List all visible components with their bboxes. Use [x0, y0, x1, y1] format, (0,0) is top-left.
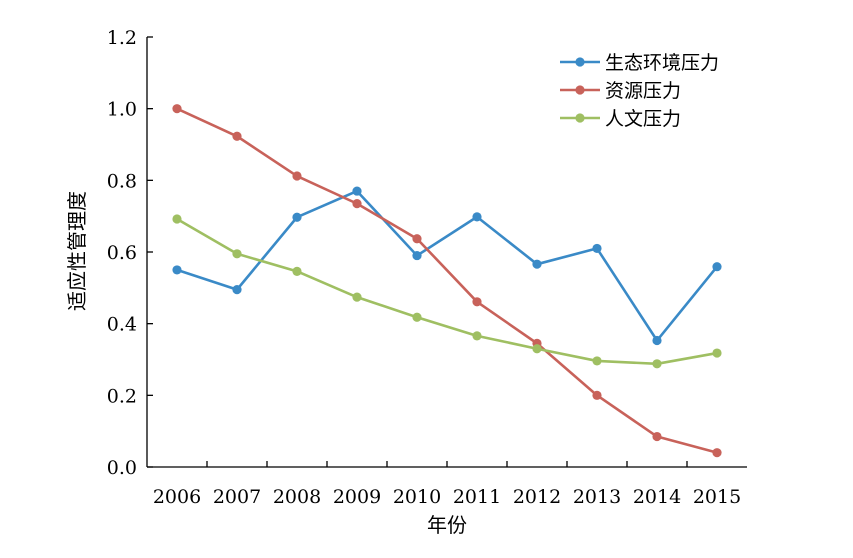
- legend-item-2: 资源压力: [560, 80, 681, 102]
- data-point: [472, 212, 482, 222]
- data-point: [592, 390, 602, 400]
- y-axis-title: 适应性管理度: [65, 191, 89, 311]
- data-point: [712, 448, 722, 458]
- data-point: [172, 214, 182, 224]
- series-2: [172, 104, 722, 458]
- data-point: [292, 212, 302, 222]
- series-3: [172, 214, 722, 369]
- data-point: [172, 265, 182, 275]
- data-point: [352, 199, 362, 209]
- data-point: [232, 131, 242, 141]
- series-layer: [172, 104, 722, 458]
- y-tick-label: 1.0: [107, 99, 137, 121]
- data-point: [412, 250, 422, 261]
- data-point: [412, 234, 422, 244]
- x-tick-label: 2014: [633, 486, 681, 508]
- data-point: [652, 359, 662, 369]
- legend-item-3: 人文压力: [560, 108, 681, 130]
- data-point: [592, 243, 602, 254]
- data-point: [172, 104, 182, 114]
- data-point: [352, 186, 362, 196]
- y-tick-label: 0.8: [107, 170, 137, 192]
- axes: 0.0 0.2 0.4 0.6 0.8 1.0 1.2 2006 2007 2008 2009 201…: [107, 27, 747, 508]
- y-tick-label: 0.0: [107, 457, 137, 479]
- legend-swatch-marker: [575, 113, 585, 123]
- data-point: [352, 292, 362, 302]
- data-point: [652, 335, 662, 346]
- x-tick-label: 2009: [333, 486, 381, 508]
- data-point: [712, 262, 722, 272]
- data-point: [532, 259, 542, 269]
- legend-item-1: 生态环境压力: [560, 52, 719, 74]
- data-point: [652, 431, 662, 442]
- data-point: [472, 331, 482, 341]
- data-point: [232, 249, 242, 259]
- data-point: [292, 266, 302, 276]
- data-point: [232, 285, 242, 295]
- x-tick-label: 2007: [213, 486, 261, 508]
- legend-swatch-marker: [575, 57, 585, 67]
- series-line: [176, 107, 718, 454]
- x-tick-label: 2006: [153, 486, 201, 508]
- series-line: [176, 189, 719, 342]
- x-axis-title: 年份: [427, 513, 467, 537]
- data-point: [472, 297, 482, 307]
- series-line: [176, 217, 718, 366]
- x-tick-label: 2010: [393, 486, 441, 508]
- x-tick-label: 2015: [693, 486, 741, 508]
- x-tick-label: 2011: [453, 486, 501, 508]
- legend-label: 人文压力: [605, 108, 681, 130]
- x-tick-label: 2013: [573, 486, 621, 508]
- data-point: [592, 356, 602, 366]
- data-point: [292, 171, 302, 181]
- series-1: [172, 186, 722, 346]
- x-tick-label: 2012: [513, 486, 561, 508]
- y-tick-label: 0.6: [107, 242, 137, 264]
- data-point: [532, 344, 542, 354]
- legend-label: 资源压力: [605, 80, 681, 102]
- data-point: [712, 348, 722, 358]
- data-point: [412, 312, 422, 322]
- y-tick-label: 0.2: [107, 385, 137, 407]
- y-tick-label: 0.4: [107, 314, 137, 336]
- x-tick-label: 2008: [273, 486, 321, 508]
- y-tick-label: 1.2: [107, 27, 137, 49]
- legend-swatch-marker: [575, 85, 585, 95]
- legend-label: 生态环境压力: [605, 52, 719, 74]
